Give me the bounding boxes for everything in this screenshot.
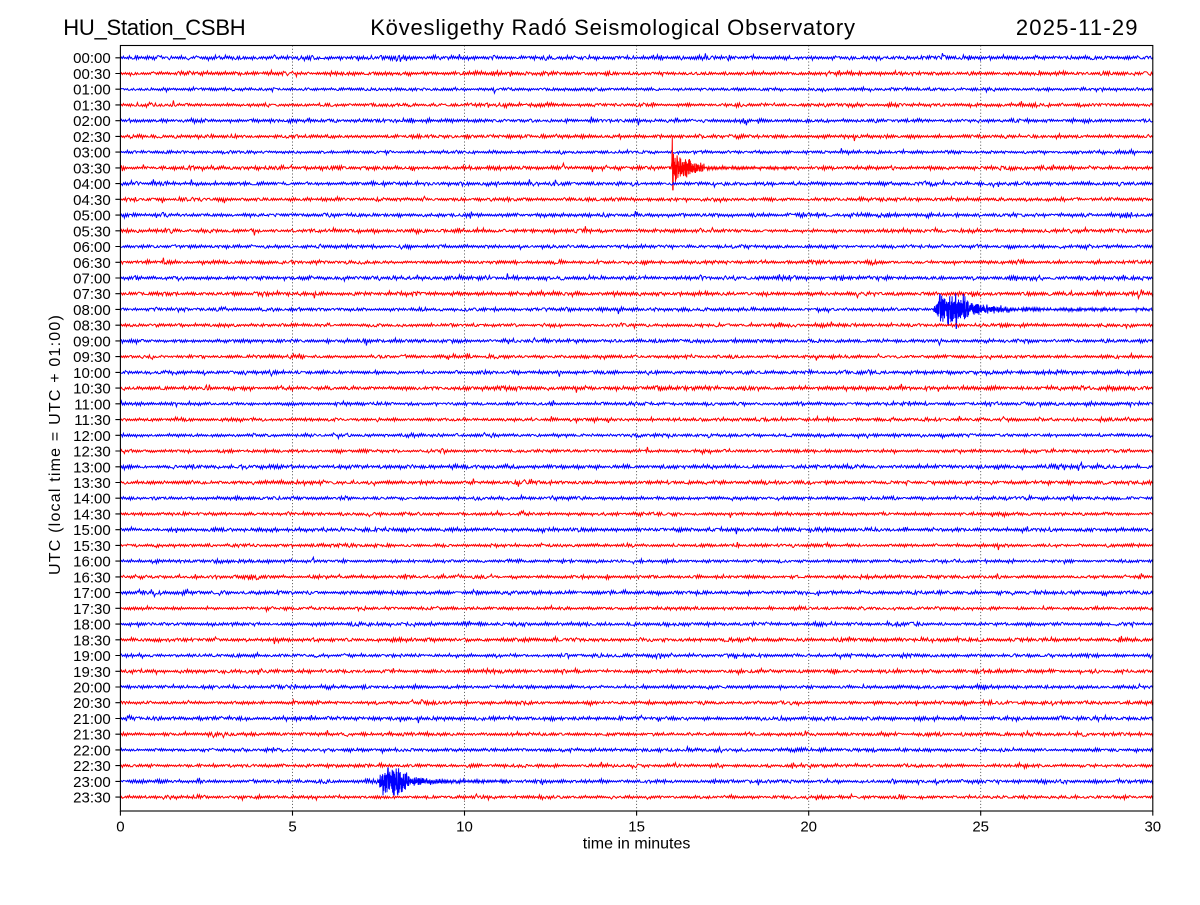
svg-text:21:00: 21:00 [73,711,111,728]
svg-text:14:00: 14:00 [73,491,111,508]
svg-text:11:30: 11:30 [74,412,110,429]
svg-text:22:00: 22:00 [73,742,111,759]
svg-text:09:30: 09:30 [73,349,111,366]
svg-text:18:30: 18:30 [73,632,111,649]
svg-text:10:00: 10:00 [73,365,111,382]
svg-text:04:00: 04:00 [73,176,111,193]
svg-text:08:30: 08:30 [73,318,111,335]
svg-text:00:30: 00:30 [73,66,111,83]
svg-text:01:00: 01:00 [73,82,111,99]
svg-text:03:00: 03:00 [73,145,111,162]
svg-text:04:30: 04:30 [73,192,111,209]
svg-text:10: 10 [456,818,473,835]
svg-text:17:30: 17:30 [73,601,111,618]
svg-text:10:30: 10:30 [73,381,111,398]
svg-text:20:30: 20:30 [73,695,111,712]
svg-text:HU_Station_CSBH: HU_Station_CSBH [63,15,245,40]
svg-text:22:30: 22:30 [73,758,111,775]
svg-text:14:30: 14:30 [73,506,111,523]
svg-text:18:00: 18:00 [73,617,111,634]
svg-text:23:30: 23:30 [73,790,111,807]
svg-text:20: 20 [800,818,817,835]
svg-text:02:30: 02:30 [73,129,111,146]
svg-text:30: 30 [1144,818,1161,835]
svg-text:03:30: 03:30 [73,160,111,177]
svg-text:15:00: 15:00 [73,522,111,539]
svg-text:11:00: 11:00 [74,396,110,413]
svg-text:15:30: 15:30 [73,538,111,555]
svg-text:16:00: 16:00 [73,554,111,571]
svg-text:19:30: 19:30 [73,664,111,681]
svg-text:13:30: 13:30 [73,475,111,492]
svg-text:02:00: 02:00 [73,113,111,130]
svg-text:2025-11-29: 2025-11-29 [1016,15,1139,40]
svg-text:01:30: 01:30 [73,97,111,114]
svg-text:19:00: 19:00 [73,648,111,665]
svg-text:15: 15 [628,818,645,835]
svg-text:17:00: 17:00 [73,585,111,602]
svg-text:05:30: 05:30 [73,223,111,240]
svg-text:07:30: 07:30 [73,286,111,303]
svg-text:00:00: 00:00 [73,50,111,67]
svg-text:13:00: 13:00 [73,459,111,476]
svg-text:16:30: 16:30 [73,569,111,586]
svg-text:12:30: 12:30 [73,444,111,461]
svg-text:0: 0 [116,818,124,835]
svg-text:23:00: 23:00 [73,774,111,791]
svg-text:Kövesligethy Radó Seismologica: Kövesligethy Radó Seismological Observat… [370,15,856,40]
svg-text:25: 25 [972,818,989,835]
svg-text:07:00: 07:00 [73,271,111,288]
svg-text:time in minutes: time in minutes [583,836,691,853]
svg-text:09:00: 09:00 [73,333,111,350]
svg-text:20:00: 20:00 [73,680,111,697]
svg-text:08:00: 08:00 [73,302,111,319]
svg-text:12:00: 12:00 [73,428,111,445]
svg-text:21:30: 21:30 [73,727,111,744]
svg-text:5: 5 [288,818,296,835]
svg-text:UTC (local time = UTC + 01:00): UTC (local time = UTC + 01:00) [47,314,64,575]
svg-text:06:00: 06:00 [73,239,111,256]
svg-text:06:30: 06:30 [73,255,111,272]
svg-text:05:00: 05:00 [73,208,111,225]
